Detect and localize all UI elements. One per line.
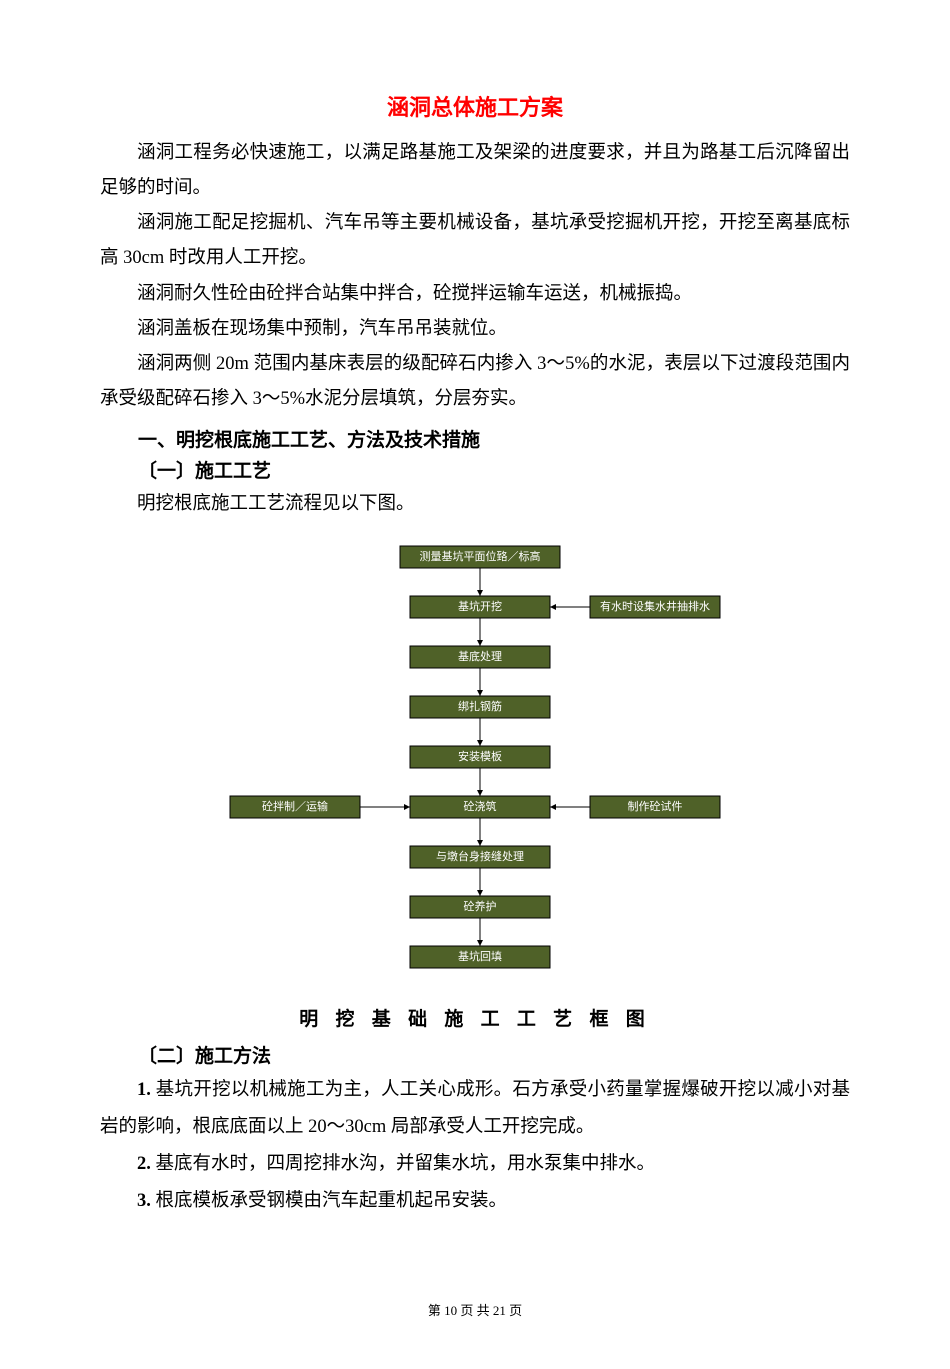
flow-node-label: 安装模板 bbox=[458, 749, 502, 763]
footer-suffix: 页 bbox=[506, 1303, 522, 1318]
list-text: 基底有水时，四周挖排水沟，并留集水坑，用水泵集中排水。 bbox=[156, 1154, 656, 1174]
footer-prefix: 第 bbox=[428, 1303, 444, 1318]
flow-node-label: 基坑开挖 bbox=[458, 599, 502, 613]
paragraph: 明挖根底施工工艺流程见以下图。 bbox=[100, 487, 850, 522]
paragraph: 涵洞施工配足挖掘机、汽车吊等主要机械设备，基坑承受挖掘机开挖，开挖至离基底标高 … bbox=[100, 206, 850, 276]
list-text: 根底模板承受钢模由汽车起重机起吊安装。 bbox=[156, 1191, 508, 1211]
list-number: 1. bbox=[137, 1080, 151, 1100]
list-number: 3. bbox=[137, 1191, 151, 1211]
doc-title: 涵洞总体施工方案 bbox=[100, 90, 850, 122]
flow-node-label: 绑扎钢筋 bbox=[458, 699, 502, 713]
list-item: 3. 根底模板承受钢模由汽车起重机起吊安装。 bbox=[100, 1183, 850, 1220]
flowchart-svg: 测量基坑平面位臵／标高基坑开挖 有水时设集水井抽排水基底处理绑扎钢筋安装模板砼浇筑… bbox=[170, 538, 780, 996]
flow-node-label: 有水时设集水井抽排水 bbox=[600, 599, 710, 613]
section-heading: 一、明挖根底施工工艺、方法及技术措施 bbox=[100, 425, 850, 452]
paragraph: 涵洞两侧 20m 范围内基床表层的级配碎石内掺入 3～5%的水泥，表层以下过渡段… bbox=[100, 347, 850, 417]
page: 涵洞总体施工方案 涵洞工程务必快速施工，以满足路基施工及架梁的进度要求，并且为路… bbox=[0, 0, 950, 1369]
footer-total: 21 bbox=[493, 1303, 506, 1318]
flow-node-label: 基底处理 bbox=[458, 649, 502, 663]
subsection-heading: 〔一〕施工工艺 bbox=[100, 456, 850, 483]
flow-node-label: 砼浇筑 bbox=[464, 799, 497, 813]
footer-mid: 页 共 bbox=[457, 1303, 493, 1318]
flow-node-label: 制作砼试件 bbox=[628, 800, 683, 813]
paragraph: 涵洞耐久性砼由砼拌合站集中拌合，砼搅拌运输车运送，机械振捣。 bbox=[100, 277, 850, 312]
flow-node-label: 砼养护 bbox=[464, 899, 497, 913]
list-item: 1. 基坑开挖以机械施工为主，人工关心成形。石方承受小药量掌握爆破开挖以减小对基… bbox=[100, 1072, 850, 1146]
flow-node-label: 测量基坑平面位臵／标高 bbox=[420, 549, 541, 563]
paragraph: 涵洞盖板在现场集中预制，汽车吊吊装就位。 bbox=[100, 312, 850, 347]
flow-node-label: 基坑回填 bbox=[458, 949, 502, 963]
flow-node-label: 砼拌制／运输 bbox=[262, 799, 328, 813]
list-text: 基坑开挖以机械施工为主，人工关心成形。石方承受小药量掌握爆破开挖以减小对基岩的影… bbox=[100, 1080, 850, 1137]
flowchart-caption: 明 挖 基 础 施 工 工 艺 框 图 bbox=[100, 1004, 850, 1031]
list-number: 2. bbox=[137, 1154, 151, 1174]
paragraph: 涵洞工程务必快速施工，以满足路基施工及架梁的进度要求，并且为路基工后沉降留出足够… bbox=[100, 136, 850, 206]
page-footer: 第 10 页 共 21 页 bbox=[100, 1300, 850, 1319]
list-item: 2. 基底有水时，四周挖排水沟，并留集水坑，用水泵集中排水。 bbox=[100, 1146, 850, 1183]
footer-page: 10 bbox=[444, 1303, 457, 1318]
subsection-heading: 〔二〕施工方法 bbox=[100, 1041, 850, 1068]
flow-node-label: 与墩台身接缝处理 bbox=[436, 849, 524, 863]
flowchart-container: 测量基坑平面位臵／标高基坑开挖 有水时设集水井抽排水基底处理绑扎钢筋安装模板砼浇筑… bbox=[100, 538, 850, 996]
